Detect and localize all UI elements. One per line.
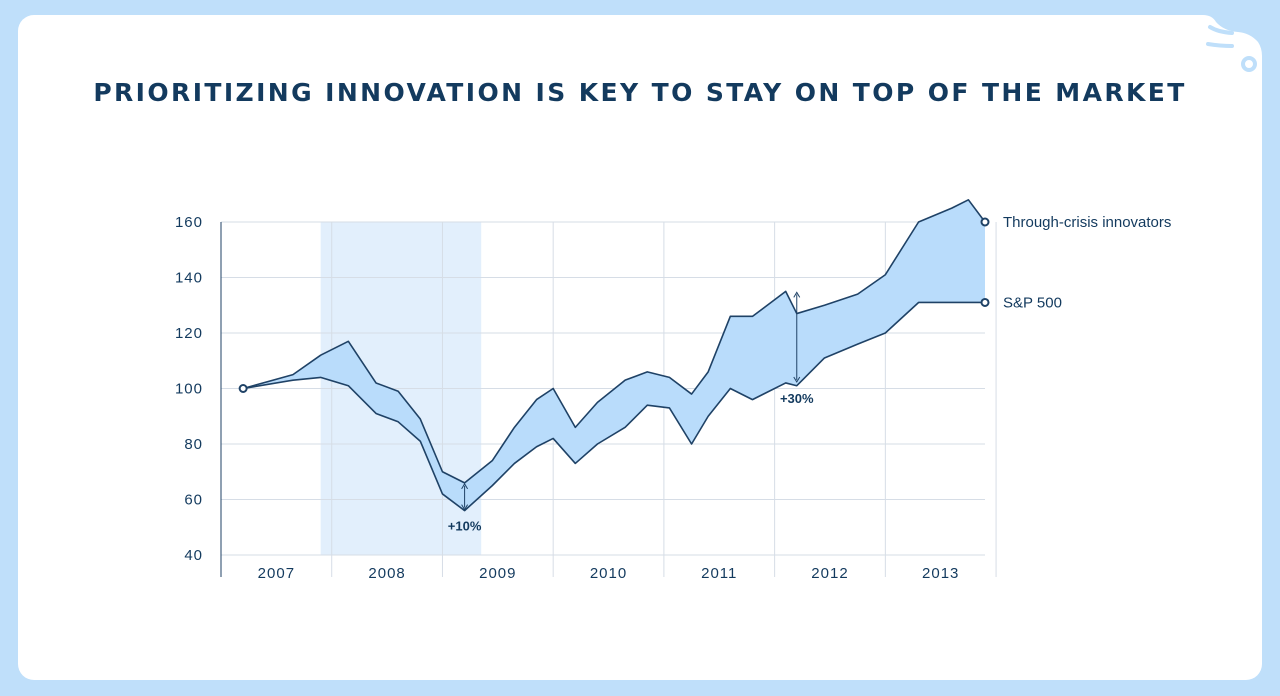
annotation-arrowhead-bottom bbox=[461, 504, 469, 511]
y-tick-label: 120 bbox=[175, 325, 203, 342]
series-line-innovators bbox=[242, 199, 986, 484]
y-tick-label: 160 bbox=[175, 214, 203, 231]
corner-stroke-b bbox=[1206, 42, 1234, 48]
annotation-arrowhead-bottom bbox=[793, 376, 801, 383]
corner-stroke-a bbox=[1208, 25, 1234, 35]
end-marker-sp500 bbox=[980, 297, 990, 307]
x-tick-label: 2011 bbox=[701, 565, 737, 582]
start-marker bbox=[238, 384, 248, 393]
x-tick-label: 2007 bbox=[258, 565, 295, 582]
y-tick-label: 100 bbox=[175, 381, 203, 398]
legend-label-sp500: S&P 500 bbox=[1003, 294, 1062, 311]
annotation-label: +10% bbox=[448, 519, 482, 534]
corner-swoosh bbox=[1203, 15, 1262, 56]
annotation-arrowhead-top bbox=[793, 291, 801, 298]
y-tick-label: 80 bbox=[184, 436, 203, 453]
legend-label-innovators: Through-crisis innovators bbox=[1003, 214, 1171, 231]
annotation-arrowhead-top bbox=[461, 482, 469, 490]
y-tick-label: 140 bbox=[175, 270, 203, 287]
y-tick-label: 60 bbox=[184, 492, 203, 509]
corner-dot-icon bbox=[1241, 56, 1257, 72]
x-tick-label: 2008 bbox=[368, 565, 405, 582]
x-tick-label: 2013 bbox=[922, 565, 959, 582]
card-corner-decoration bbox=[1203, 15, 1262, 72]
end-marker-innovators bbox=[980, 217, 990, 227]
annotation-label: +30% bbox=[780, 391, 814, 406]
x-tick-label: 2009 bbox=[479, 565, 516, 582]
chart-card bbox=[18, 15, 1262, 680]
x-tick-label: 2010 bbox=[590, 565, 627, 582]
series-line-sp500 bbox=[243, 301, 985, 512]
x-tick-label: 2012 bbox=[811, 565, 848, 582]
y-tick-label: 40 bbox=[184, 547, 203, 564]
chart-title: PRIORITIZING INNOVATION IS KEY TO STAY O… bbox=[93, 78, 1187, 107]
